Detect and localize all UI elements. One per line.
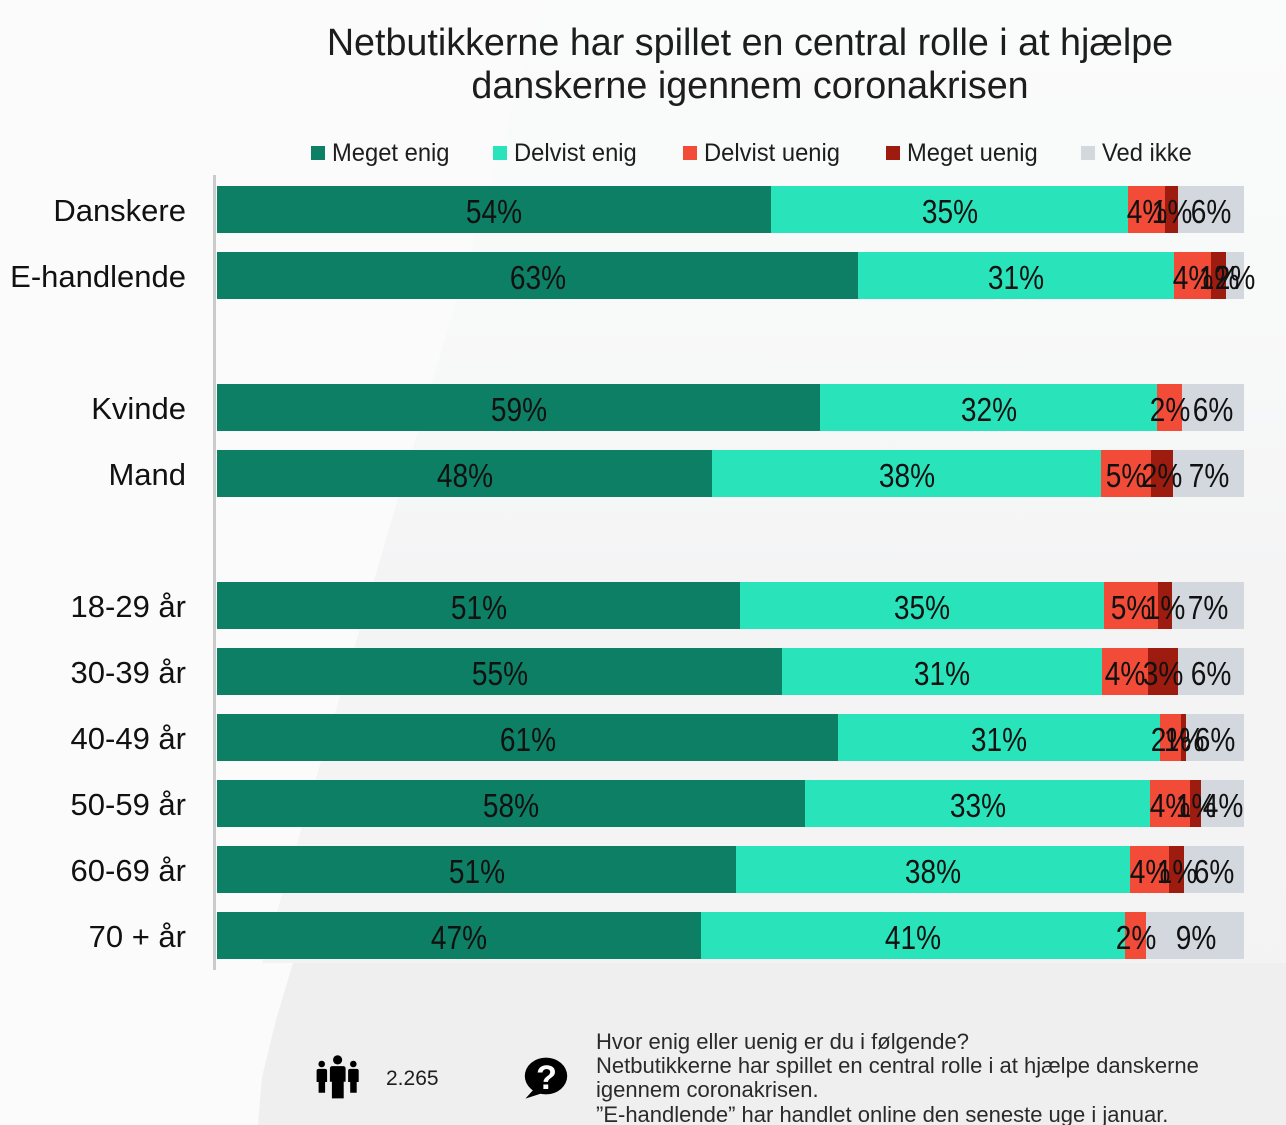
svg-text:?: ?	[536, 1059, 557, 1097]
